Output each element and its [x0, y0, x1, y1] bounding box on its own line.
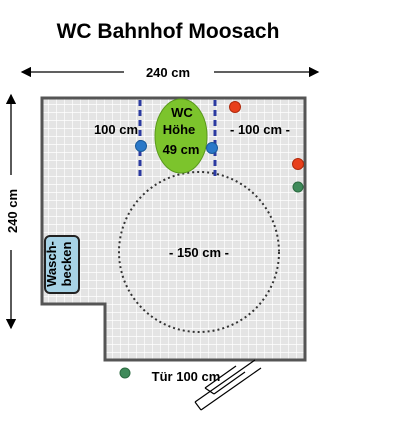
room-floor	[40, 96, 307, 362]
toilet-height-value: 49 cm	[163, 142, 200, 157]
door-swing-icon	[194, 359, 262, 411]
sink	[44, 235, 80, 294]
sink-label-line1: Wasch-	[44, 241, 59, 287]
toilet	[154, 98, 208, 174]
toilet-height-label: Höhe	[163, 122, 196, 137]
blue-dot-right	[206, 142, 218, 154]
page-title: WC Bahnhof Moosach	[57, 20, 280, 43]
height-label: 240 cm	[5, 189, 20, 233]
sink-label-line2: becken	[59, 242, 74, 287]
turning-circle-label: - 150 cm -	[169, 245, 229, 260]
toilet-label: WC	[171, 105, 193, 120]
green-dot-door	[119, 367, 131, 379]
left-space-label: 100 cm	[94, 122, 138, 137]
width-label: 240 cm	[146, 65, 190, 80]
emergency-button-icon	[292, 158, 304, 170]
right-space-label: - 100 cm -	[230, 122, 290, 137]
green-dot-right	[292, 181, 304, 193]
door-label: Tür 100 cm	[152, 369, 221, 384]
emergency-button-icon	[229, 101, 241, 113]
turning-circle	[118, 171, 280, 333]
blue-dot-left	[135, 140, 147, 152]
